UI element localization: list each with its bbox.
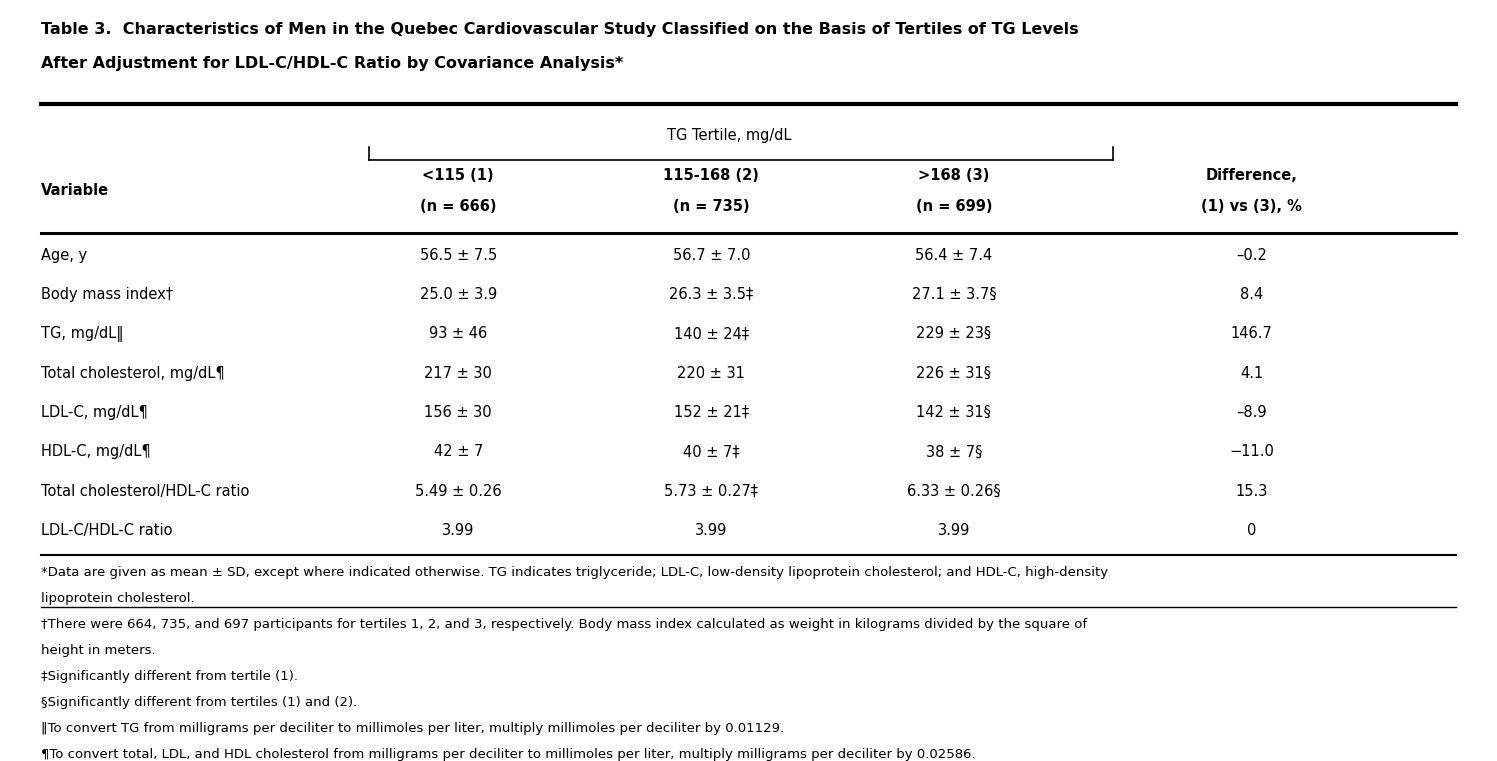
- Text: TG, mg/dL‖: TG, mg/dL‖: [42, 326, 124, 342]
- Text: 6.33 ± 0.26§: 6.33 ± 0.26§: [907, 484, 1001, 498]
- Text: 56.4 ± 7.4: 56.4 ± 7.4: [915, 247, 993, 263]
- Text: 156 ± 30: 156 ± 30: [424, 405, 493, 420]
- Text: Total cholesterol/HDL-C ratio: Total cholesterol/HDL-C ratio: [42, 484, 250, 498]
- Text: 217 ± 30: 217 ± 30: [424, 365, 493, 380]
- Text: 40 ± 7‡: 40 ± 7‡: [683, 444, 740, 460]
- Text: 3.99: 3.99: [442, 523, 475, 538]
- Text: 220 ± 31: 220 ± 31: [677, 365, 746, 380]
- Text: ‖To convert TG from milligrams per deciliter to millimoles per liter, multiply m: ‖To convert TG from milligrams per decil…: [42, 722, 784, 735]
- Text: >168 (3): >168 (3): [918, 167, 990, 183]
- Text: (n = 699): (n = 699): [916, 199, 993, 214]
- Text: −11.0: −11.0: [1229, 444, 1274, 460]
- Text: Variable: Variable: [42, 183, 109, 198]
- Text: 26.3 ± 3.5‡: 26.3 ± 3.5‡: [669, 287, 753, 302]
- Text: 115-168 (2): 115-168 (2): [663, 167, 759, 183]
- Text: After Adjustment for LDL-C/HDL-C Ratio by Covariance Analysis*: After Adjustment for LDL-C/HDL-C Ratio b…: [42, 56, 624, 71]
- Text: 4.1: 4.1: [1240, 365, 1263, 380]
- Text: 5.49 ± 0.26: 5.49 ± 0.26: [415, 484, 501, 498]
- Text: 42 ± 7: 42 ± 7: [434, 444, 484, 460]
- Text: ‡Significantly different from tertile (1).: ‡Significantly different from tertile (1…: [42, 670, 298, 683]
- Text: ¶To convert total, LDL, and HDL cholesterol from milligrams per deciliter to mil: ¶To convert total, LDL, and HDL choleste…: [42, 748, 976, 761]
- Text: Table 3.  Characteristics of Men in the Quebec Cardiovascular Study Classified o: Table 3. Characteristics of Men in the Q…: [42, 22, 1079, 37]
- Text: LDL-C, mg/dL¶: LDL-C, mg/dL¶: [42, 405, 148, 420]
- Text: 93 ± 46: 93 ± 46: [430, 326, 488, 341]
- Text: †There were 664, 735, and 697 participants for tertiles 1, 2, and 3, respectivel: †There were 664, 735, and 697 participan…: [42, 618, 1087, 631]
- Text: <115 (1): <115 (1): [422, 167, 494, 183]
- Text: 15.3: 15.3: [1235, 484, 1268, 498]
- Text: (1) vs (3), %: (1) vs (3), %: [1201, 199, 1302, 214]
- Text: 56.7 ± 7.0: 56.7 ± 7.0: [672, 247, 750, 263]
- Text: §Significantly different from tertiles (1) and (2).: §Significantly different from tertiles (…: [42, 696, 358, 709]
- Text: 140 ± 24‡: 140 ± 24‡: [674, 326, 748, 341]
- Text: –0.2: –0.2: [1237, 247, 1266, 263]
- Text: Body mass index†: Body mass index†: [42, 287, 174, 302]
- Text: 229 ± 23§: 229 ± 23§: [916, 326, 991, 341]
- Text: 27.1 ± 3.7§: 27.1 ± 3.7§: [912, 287, 996, 302]
- Text: 3.99: 3.99: [937, 523, 970, 538]
- Text: 8.4: 8.4: [1240, 287, 1263, 302]
- Text: 152 ± 21‡: 152 ± 21‡: [674, 405, 748, 420]
- Text: HDL-C, mg/dL¶: HDL-C, mg/dL¶: [42, 444, 151, 460]
- Text: –8.9: –8.9: [1237, 405, 1266, 420]
- Text: (n = 666): (n = 666): [421, 199, 497, 214]
- Text: height in meters.: height in meters.: [42, 644, 156, 658]
- Text: 56.5 ± 7.5: 56.5 ± 7.5: [419, 247, 497, 263]
- Text: 142 ± 31§: 142 ± 31§: [916, 405, 991, 420]
- Text: 5.73 ± 0.27‡: 5.73 ± 0.27‡: [665, 484, 759, 498]
- Text: Total cholesterol, mg/dL¶: Total cholesterol, mg/dL¶: [42, 365, 225, 380]
- Text: Age, y: Age, y: [42, 247, 87, 263]
- Text: 146.7: 146.7: [1231, 326, 1272, 341]
- Text: (n = 735): (n = 735): [674, 199, 750, 214]
- Text: 25.0 ± 3.9: 25.0 ± 3.9: [419, 287, 497, 302]
- Text: *Data are given as mean ± SD, except where indicated otherwise. TG indicates tri: *Data are given as mean ± SD, except whe…: [42, 566, 1108, 579]
- Text: 3.99: 3.99: [695, 523, 728, 538]
- Text: 0: 0: [1247, 523, 1256, 538]
- Text: LDL-C/HDL-C ratio: LDL-C/HDL-C ratio: [42, 523, 172, 538]
- Text: TG Tertile, mg/dL: TG Tertile, mg/dL: [666, 129, 792, 143]
- Text: 226 ± 31§: 226 ± 31§: [916, 365, 991, 380]
- Text: Difference,: Difference,: [1205, 167, 1298, 183]
- Text: 38 ± 7§: 38 ± 7§: [925, 444, 982, 460]
- Text: lipoprotein cholesterol.: lipoprotein cholesterol.: [42, 592, 195, 605]
